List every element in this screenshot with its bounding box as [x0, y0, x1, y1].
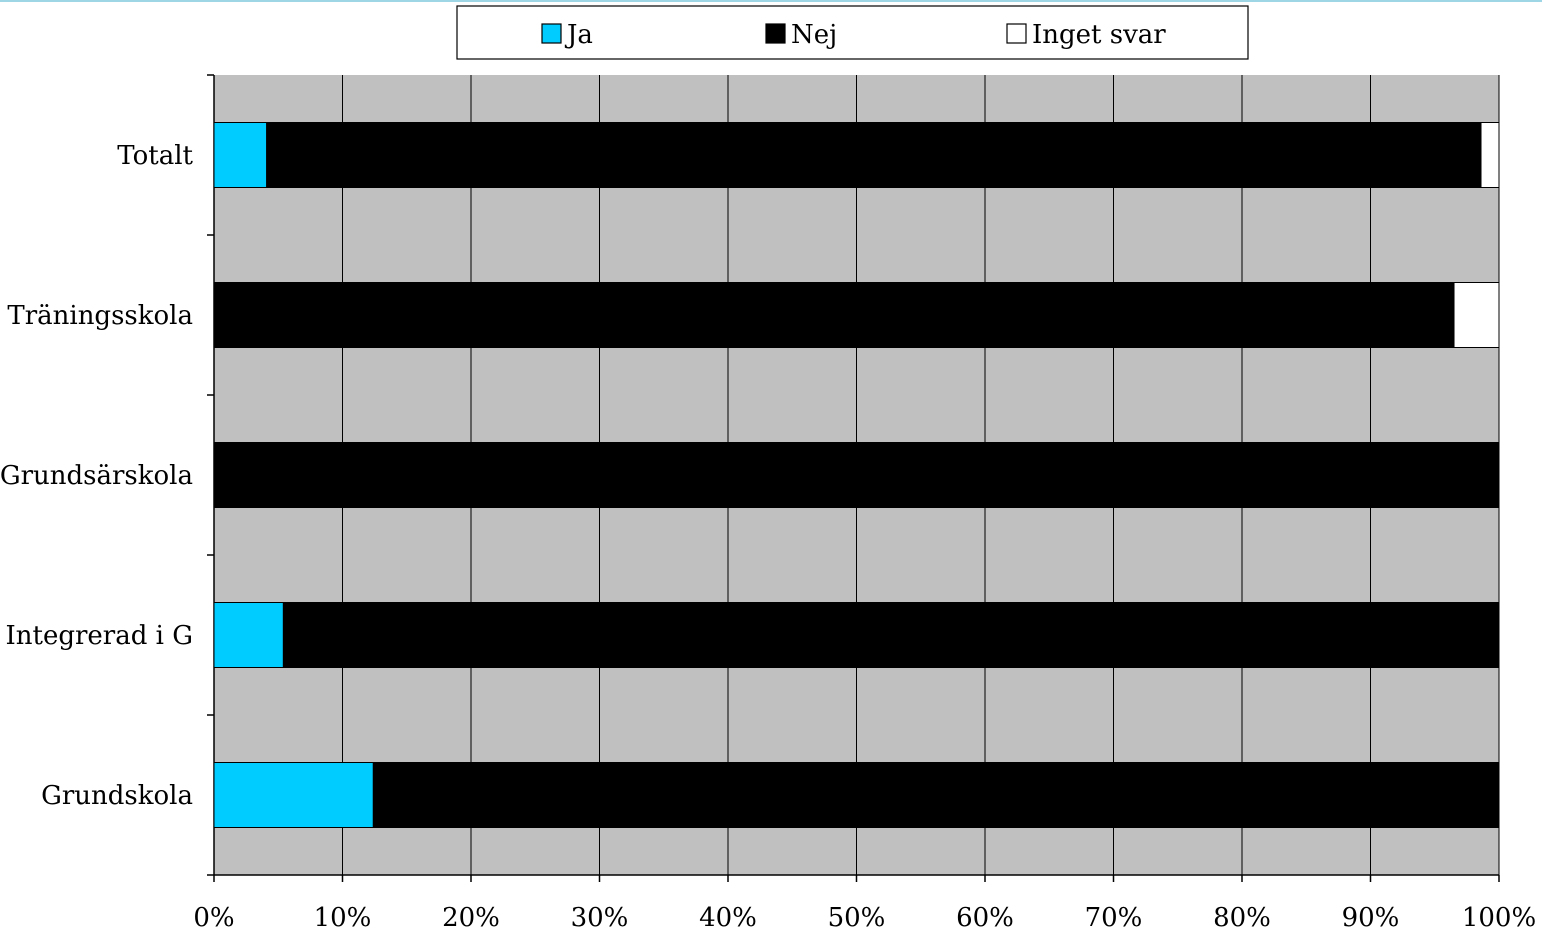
category-label: Integrerad i G	[6, 621, 194, 651]
category-label: Grundskola	[41, 781, 193, 811]
bar-grundskola-ja	[213, 762, 374, 828]
bar-totalt-nej	[266, 122, 1482, 188]
x-tick-label: 60%	[956, 903, 1014, 930]
x-tick-label: 40%	[699, 903, 757, 930]
category-labels: Totalt Träningsskola Grundsärskola Integrer…	[0, 141, 194, 811]
x-tick-label: 70%	[1085, 903, 1143, 930]
legend-label-nej: Nej	[791, 20, 837, 50]
bar-traningsskola-nej	[213, 282, 1455, 348]
legend-swatch-nej	[765, 23, 786, 44]
bar-integrerad-i-g-ja	[213, 602, 284, 668]
category-label: Totalt	[117, 141, 193, 171]
bar-totalt-inget-svar	[1480, 122, 1500, 188]
x-tick-label: 100%	[1462, 903, 1536, 930]
legend-label-ja: Ja	[564, 20, 593, 50]
bar-totalt-ja	[213, 122, 268, 188]
x-tick-label: 90%	[1342, 903, 1400, 930]
top-border-line	[0, 0, 1542, 2]
x-tick-label: 20%	[442, 903, 500, 930]
bar-integrerad-i-g-nej	[282, 602, 1500, 668]
category-label: Träningsskola	[7, 301, 193, 331]
legend-swatch-inget-svar	[1006, 23, 1027, 44]
category-label: Grundsärskola	[0, 461, 193, 491]
legend: Ja Nej Inget svar	[456, 5, 1249, 60]
x-tick-label: 80%	[1213, 903, 1271, 930]
x-tick-label: 10%	[314, 903, 372, 930]
bar-traningsskola-inget-svar	[1453, 282, 1500, 348]
bars	[213, 122, 1500, 828]
bar-grundskola-nej	[372, 762, 1500, 828]
x-tick-labels: 0% 10% 20% 30% 40% 50% 60% 70% 80% 90% 100%	[193, 903, 1536, 930]
x-tick-label: 0%	[193, 903, 234, 930]
legend-swatch-ja	[541, 23, 562, 44]
bar-grundsarskola-nej	[213, 442, 1500, 508]
legend-box	[456, 5, 1249, 60]
x-tick-label: 30%	[571, 903, 629, 930]
x-tick-label: 50%	[828, 903, 886, 930]
legend-label-inget-svar: Inget svar	[1032, 20, 1166, 50]
